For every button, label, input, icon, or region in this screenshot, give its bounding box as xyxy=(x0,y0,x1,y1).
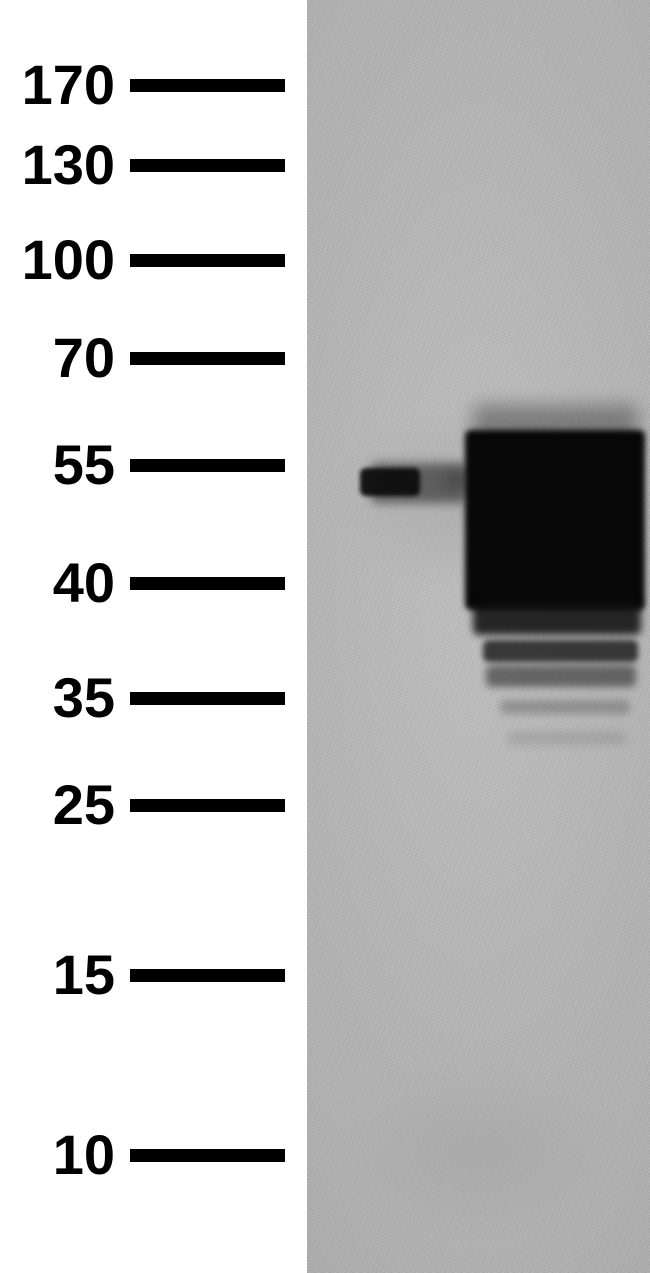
molecular-weight-label: 170 xyxy=(10,57,115,113)
protein-band xyxy=(371,463,466,503)
western-blot-figure: 170 130 100 70 55 40 35 25 15 10 xyxy=(0,0,650,1273)
protein-band xyxy=(500,700,630,714)
molecular-weight-tick xyxy=(130,969,285,982)
molecular-weight-tick xyxy=(130,352,285,365)
molecular-weight-label: 10 xyxy=(10,1127,115,1183)
molecular-weight-label: 100 xyxy=(10,232,115,288)
molecular-weight-tick xyxy=(130,1149,285,1162)
molecular-weight-tick xyxy=(130,692,285,705)
membrane-smudge xyxy=(320,1050,640,1250)
molecular-weight-tick xyxy=(130,799,285,812)
molecular-weight-label: 35 xyxy=(10,670,115,726)
molecular-weight-label: 25 xyxy=(10,777,115,833)
molecular-weight-tick xyxy=(130,79,285,92)
protein-band xyxy=(507,732,627,744)
molecular-weight-tick xyxy=(130,254,285,267)
protein-band xyxy=(473,600,641,635)
protein-band xyxy=(486,665,636,687)
protein-band xyxy=(465,430,645,610)
protein-band xyxy=(483,640,638,662)
molecular-weight-label: 15 xyxy=(10,947,115,1003)
molecular-weight-label: 55 xyxy=(10,437,115,493)
molecular-weight-label: 130 xyxy=(10,137,115,193)
molecular-weight-tick xyxy=(130,159,285,172)
molecular-weight-label: 40 xyxy=(10,555,115,611)
molecular-weight-tick xyxy=(130,577,285,590)
molecular-weight-label: 70 xyxy=(10,330,115,386)
molecular-weight-tick xyxy=(130,459,285,472)
